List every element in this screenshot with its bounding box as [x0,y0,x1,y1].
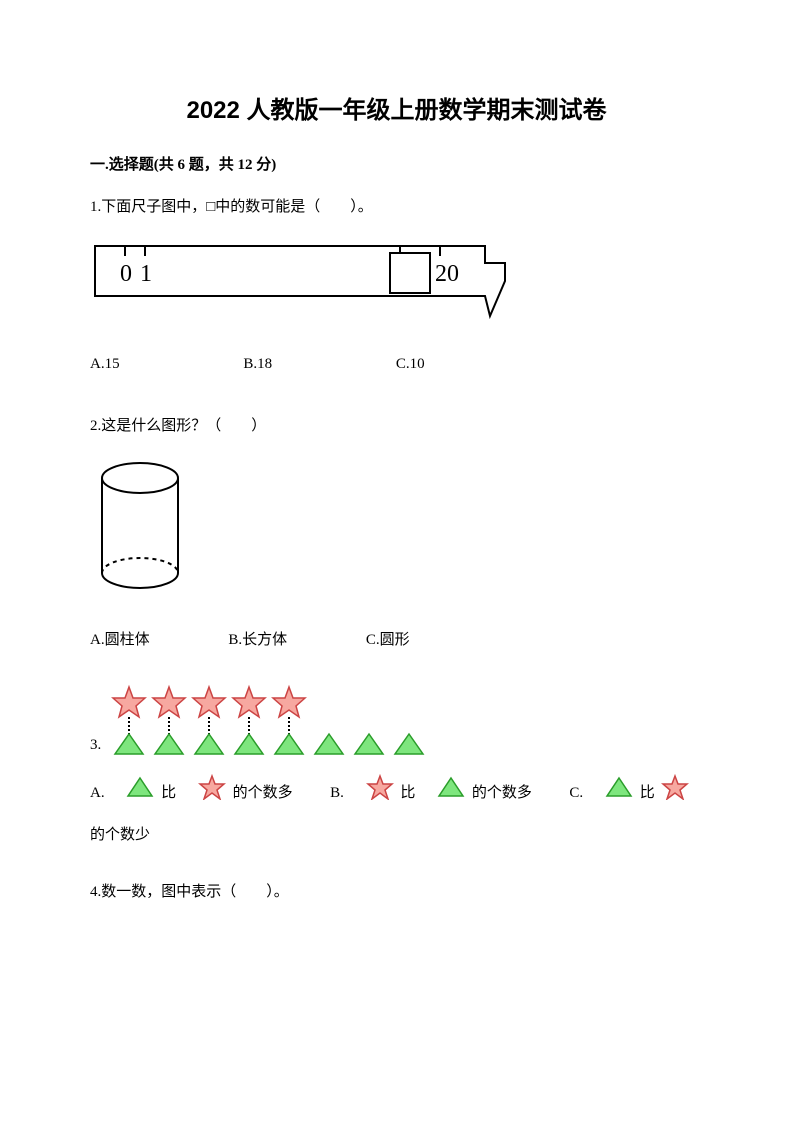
q3b-mid: 比 [400,785,430,801]
triangle-icon [355,734,383,754]
ruler-box [390,253,430,293]
star-icon [366,774,394,813]
q2-option-b[interactable]: B.长方体 [228,628,287,649]
q3b-post: 的个数多 [472,785,532,801]
ruler-label-0: 0 [120,261,132,287]
section-heading: 一.选择题(共 6 题，共 12 分) [90,153,703,174]
triangle-icon [115,734,143,754]
triangle-icon [605,776,633,811]
q3-option-c[interactable]: C. 比 [569,785,692,801]
ruler-label-20: 20 [435,261,459,287]
q2-option-c[interactable]: C.圆形 [366,628,410,649]
star-icon [153,687,185,717]
triangle-icon [437,776,465,811]
star-icon [113,687,145,717]
ruler-figure: 0 1 20 [90,241,703,326]
question-2-options: A.圆柱体 B.长方体 C.圆形 [90,628,703,649]
question-1-text: 1.下面尺子图中，□中的数可能是（ ）。 [90,194,703,221]
star-icon [273,687,305,717]
q3c-mid: 比 [640,785,655,801]
triangle-icon [235,734,263,754]
star-icon [193,687,225,717]
triangle-icon [195,734,223,754]
page-title: 2022 人教版一年级上册数学期末测试卷 [90,90,703,125]
q1-option-c[interactable]: C.10 [396,356,425,373]
star-icon [661,774,689,813]
q3c-prefix: C. [569,785,598,801]
q3a-mid: 比 [161,785,191,801]
star-icon [233,687,265,717]
question-3-figure: 3. [90,684,703,759]
q3b-prefix: B. [330,785,359,801]
q1-option-b[interactable]: B.18 [243,356,272,373]
q3-continuation: 的个数少 [90,823,703,844]
q3-option-a[interactable]: A. 比 的个数多 [90,785,296,801]
triangle-icon [315,734,343,754]
triangle-icon [126,776,154,811]
question-1-options: A.15 B.18 C.10 [90,356,703,373]
question-2-text: 2.这是什么图形？（ ） [90,413,703,440]
q3a-post: 的个数多 [233,785,293,801]
q3a-prefix: A. [90,785,120,801]
question-4-text: 4.数一数，图中表示（ ）。 [90,879,703,906]
q2-option-a[interactable]: A.圆柱体 [90,628,150,649]
question-3-number: 3. [90,737,101,754]
ruler-label-1: 1 [140,261,152,287]
triangle-icon [155,734,183,754]
cylinder-figure [90,458,703,603]
question-3-options: A. 比 的个数多 B. 比 的个数多 C. 比 [90,774,703,813]
q1-option-a[interactable]: A.15 [90,356,120,373]
triangle-icon [395,734,423,754]
q3-option-b[interactable]: B. 比 的个数多 [330,785,536,801]
triangle-icon [275,734,303,754]
star-icon [198,774,226,813]
